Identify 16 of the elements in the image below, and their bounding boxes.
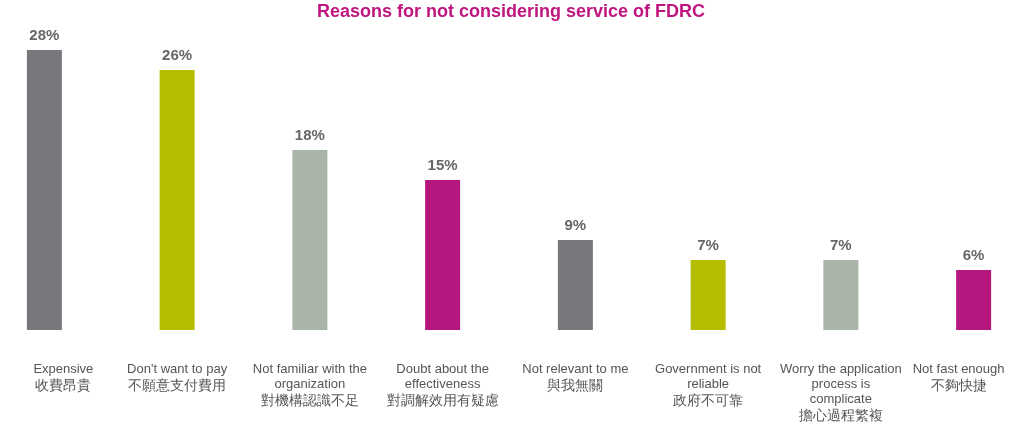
data-label: 18%	[294, 126, 325, 143]
x-tick-label: Worry the application process is complicate 擔心過程繁複	[779, 361, 903, 423]
data-label: 15%	[427, 156, 458, 173]
x-tick-label: Not familiar with the organization 對機構認識不足	[251, 361, 368, 408]
x-tick-label: Government is not reliable 政府不可靠	[654, 361, 763, 408]
data-label: 28%	[29, 26, 60, 43]
data-label: 7%	[697, 236, 719, 253]
x-tick-label: Don't want to pay 不願意支付費用	[126, 361, 229, 393]
chart-title: Reasons for not considering service of FDRC	[316, 1, 706, 21]
data-label: 6%	[962, 246, 985, 263]
data-label: 9%	[564, 216, 587, 233]
x-tick-label: Expensive 收費昂貴	[32, 361, 95, 393]
x-tick-label: Doubt about the effectiveness 對調解效用有疑慮	[385, 361, 500, 408]
data-label: 26%	[162, 46, 193, 63]
data-label: 7%	[830, 236, 852, 253]
x-tick-label: Not relevant to me 與我無關	[521, 361, 630, 393]
